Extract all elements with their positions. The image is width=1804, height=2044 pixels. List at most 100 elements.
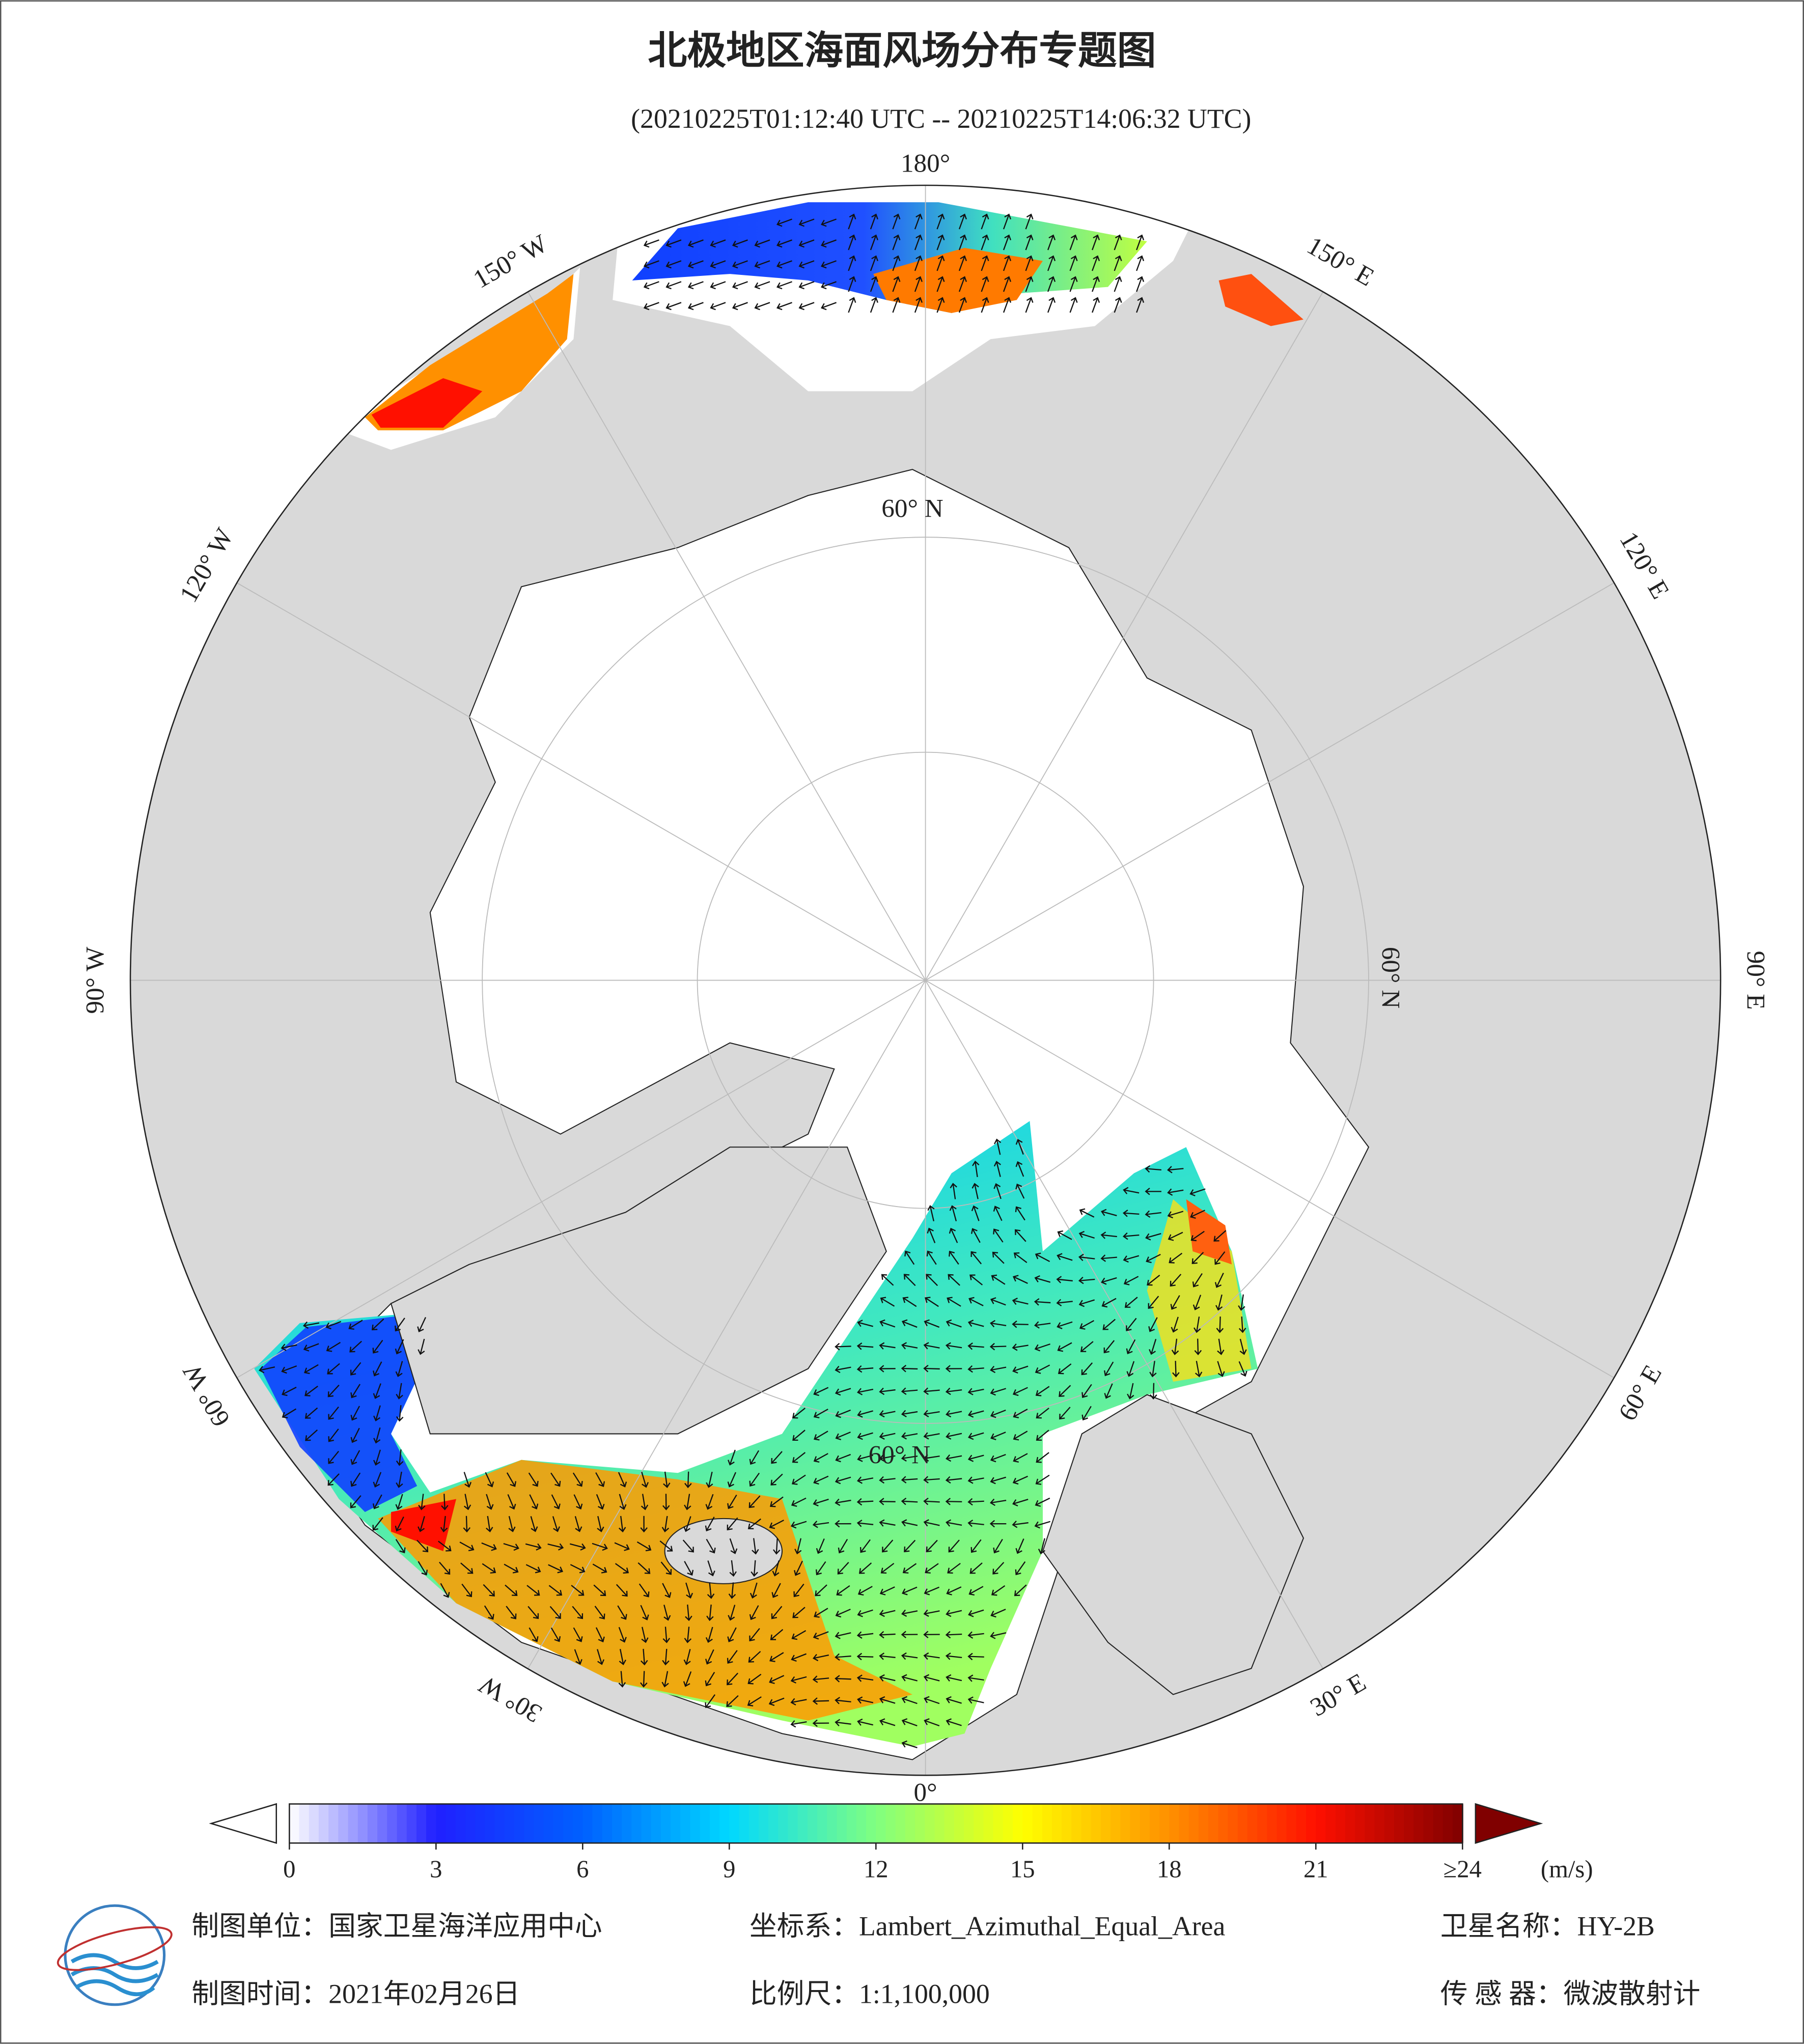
wind-arrow xyxy=(1012,1499,1029,1506)
wind-arrow xyxy=(327,1473,340,1486)
wind-arrow xyxy=(792,1430,806,1441)
wind-arrow xyxy=(687,239,704,248)
colorbar-cell xyxy=(1306,1804,1317,1843)
wind-arrow xyxy=(880,1562,895,1574)
wind-arrow xyxy=(749,1472,760,1487)
wind-arrow xyxy=(732,302,748,311)
wind-arrow xyxy=(879,1586,895,1595)
wind-arrow xyxy=(1114,297,1122,313)
wind-arrow xyxy=(1191,1252,1204,1265)
wind-arrow xyxy=(835,1697,851,1704)
colorbar-cell xyxy=(1120,1804,1131,1843)
wind-arrow xyxy=(1034,1343,1050,1352)
scandinavia xyxy=(1042,1394,1305,1695)
wind-arrow xyxy=(856,1631,874,1639)
wind-arrow xyxy=(903,1274,916,1286)
wind-arrow xyxy=(835,1498,851,1506)
colorbar-tick-label: 6 xyxy=(576,1856,589,1883)
wind-arrow xyxy=(892,234,901,250)
wind-arrow xyxy=(706,1471,713,1488)
wind-arrow xyxy=(967,1653,984,1661)
wind-arrow xyxy=(914,255,923,271)
wind-arrow xyxy=(790,1676,807,1684)
wind-arrow xyxy=(1014,1229,1026,1242)
wind-arrow xyxy=(1192,1273,1203,1287)
colorbar-cell xyxy=(768,1804,779,1843)
wind-arrow xyxy=(304,1385,318,1396)
wind-arrow xyxy=(1069,234,1078,250)
wind-arrow xyxy=(663,1471,671,1489)
wind-arrow xyxy=(901,1319,918,1328)
wind-arrow xyxy=(660,1561,672,1575)
wind-arrow xyxy=(967,1519,984,1527)
wind-arrow xyxy=(792,1452,806,1463)
wind-arrow xyxy=(439,1561,451,1575)
wind-arrow xyxy=(990,1632,1007,1639)
colorbar-cell xyxy=(504,1804,515,1843)
wind-arrow xyxy=(643,260,659,269)
wind-arrow xyxy=(706,1604,714,1621)
subtitle: (20210225T01:12:40 UTC -- 20210225T14:06… xyxy=(631,103,1251,134)
colorbar-cell xyxy=(1051,1804,1063,1843)
wind-arrow xyxy=(282,1408,297,1419)
wind-arrow xyxy=(879,1319,896,1328)
wind-arrow xyxy=(901,1497,918,1505)
wind-arrow xyxy=(1192,1295,1202,1310)
wind-arrow xyxy=(1172,1361,1180,1378)
wind-arrow xyxy=(981,255,989,271)
wind-patch xyxy=(391,1499,456,1551)
wind-arrow xyxy=(1038,1538,1045,1555)
wind-arrow xyxy=(661,1671,669,1688)
wind-arrow xyxy=(926,1539,938,1553)
colorbar-cell xyxy=(1237,1804,1248,1843)
latitude-label: 60° N xyxy=(1376,947,1405,1009)
wind-arrow xyxy=(879,1718,896,1726)
wind-arrow xyxy=(372,1339,383,1354)
wind-arrow xyxy=(1003,234,1012,250)
wind-arrow xyxy=(350,1427,360,1443)
wind-arrow xyxy=(924,1319,940,1328)
wind-arrow xyxy=(417,1317,426,1332)
colorbar-cell xyxy=(709,1804,720,1843)
wind-arrow xyxy=(991,1585,1006,1596)
wind-arrow xyxy=(967,1631,984,1639)
wind-arrow xyxy=(661,1516,670,1533)
wind-arrow xyxy=(1239,1338,1247,1355)
wind-arrow xyxy=(710,239,726,248)
wind-arrow xyxy=(993,1538,1003,1554)
wind-arrow xyxy=(1078,1276,1095,1284)
latitude-label: 60° N xyxy=(881,494,943,523)
colorbar-cell xyxy=(1013,1804,1023,1843)
wind-arrow xyxy=(992,1562,1005,1575)
wind-arrow xyxy=(643,302,659,311)
wind-arrow xyxy=(1034,1321,1051,1329)
wind-arrow xyxy=(748,1650,761,1663)
wind-arrow xyxy=(614,1542,630,1551)
colorbar-unit: (m/s) xyxy=(1541,1856,1593,1883)
wind-arrow xyxy=(1059,1407,1071,1420)
wind-arrow xyxy=(1081,1406,1092,1421)
wind-arrow xyxy=(936,234,945,250)
colorbar-cell xyxy=(1365,1804,1376,1843)
colorbar-cell xyxy=(1140,1804,1151,1843)
wind-arrow xyxy=(776,281,792,290)
wind-arrow xyxy=(1013,1431,1028,1441)
colorbar-cell xyxy=(1111,1804,1121,1843)
wind-arrow xyxy=(463,1494,471,1510)
wind-arrow xyxy=(835,1453,851,1463)
wind-arrow xyxy=(326,1341,341,1352)
wind-arrow xyxy=(904,1539,916,1553)
wind-arrow xyxy=(750,1582,758,1599)
wind-arrow xyxy=(798,281,815,290)
wind-arrow xyxy=(302,1321,320,1329)
wind-arrow xyxy=(989,1498,1007,1506)
colorbar-cell xyxy=(622,1804,632,1843)
wind-arrow xyxy=(592,1563,607,1574)
wind-arrow xyxy=(821,218,837,227)
colorbar-cell xyxy=(1413,1804,1425,1843)
wind-arrow xyxy=(901,1519,918,1527)
wind-arrow xyxy=(816,1538,825,1554)
wind-arrow xyxy=(967,1432,984,1440)
wind-arrow xyxy=(970,1539,982,1553)
colorbar-cell xyxy=(318,1804,329,1843)
